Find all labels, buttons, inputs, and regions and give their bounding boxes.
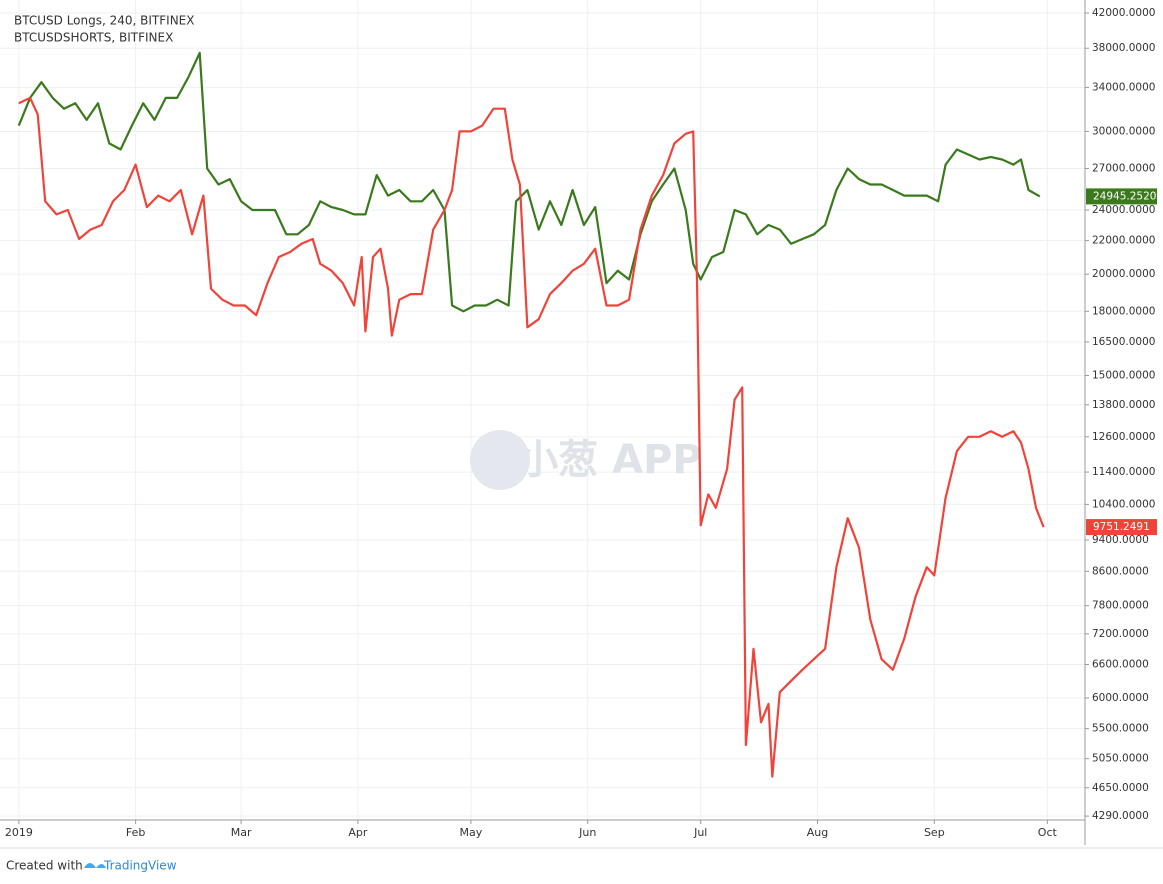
y-tick-label: 38000.0000 xyxy=(1092,42,1155,54)
y-tick-label: 9400.0000 xyxy=(1092,534,1149,546)
x-tick-label: May xyxy=(460,826,483,839)
y-tick-label: 4290.0000 xyxy=(1092,810,1149,822)
y-tick-label: 10400.0000 xyxy=(1092,498,1155,510)
x-tick-label: Jul xyxy=(693,826,707,839)
y-tick-label: 16500.0000 xyxy=(1092,336,1155,348)
series-line xyxy=(18,96,1045,778)
y-tick-label: 4650.0000 xyxy=(1092,782,1149,794)
y-tick-label: 27000.0000 xyxy=(1092,163,1155,175)
x-tick-label: Sep xyxy=(924,826,945,839)
x-tick-label: Oct xyxy=(1038,826,1058,839)
y-tick-label: 24000.0000 xyxy=(1092,204,1155,216)
y-tick-label: 6600.0000 xyxy=(1092,658,1149,670)
y-tick-label: 5050.0000 xyxy=(1092,753,1149,765)
y-tick-label: 42000.0000 xyxy=(1092,7,1155,19)
watermark-logo xyxy=(470,430,530,490)
y-tick-label: 5500.0000 xyxy=(1092,723,1149,735)
last-value-label: 9751.2491 xyxy=(1093,521,1150,533)
footer-brand[interactable]: TradingView xyxy=(103,859,177,873)
y-tick-label: 30000.0000 xyxy=(1092,125,1155,137)
last-value-label: 24945.2520 xyxy=(1093,190,1156,202)
y-tick-label: 18000.0000 xyxy=(1092,305,1155,317)
x-tick-label: Apr xyxy=(348,826,368,839)
y-tick-label: 7800.0000 xyxy=(1092,600,1149,612)
y-tick-label: 15000.0000 xyxy=(1092,369,1155,381)
series-line xyxy=(17,51,1041,313)
y-tick-label: 12600.0000 xyxy=(1092,431,1155,443)
last-value-tag xyxy=(1086,519,1157,536)
x-tick-label: Feb xyxy=(126,826,145,839)
legend-entry: BTCUSD Longs, 240, BITFINEX xyxy=(14,14,194,28)
y-tick-label: 8600.0000 xyxy=(1092,565,1149,577)
y-tick-label: 7200.0000 xyxy=(1092,628,1149,640)
x-tick-label: Jun xyxy=(578,826,596,839)
y-tick-label: 13800.0000 xyxy=(1092,399,1155,411)
watermark: 小葱 APP xyxy=(518,437,702,483)
y-tick-label: 6000.0000 xyxy=(1092,692,1149,704)
y-tick-label: 22000.0000 xyxy=(1092,235,1155,247)
y-tick-label: 11400.0000 xyxy=(1092,466,1155,478)
legend-entry: BTCUSDSHORTS, BITFINEX xyxy=(14,31,173,45)
last-value-tag xyxy=(1086,188,1157,205)
y-tick-label: 20000.0000 xyxy=(1092,268,1155,280)
y-tick-label: 34000.0000 xyxy=(1092,81,1155,93)
x-tick-label: Mar xyxy=(231,826,252,839)
footer-logo xyxy=(84,863,106,868)
footer-text: Created with xyxy=(6,859,83,873)
x-tick-label: Aug xyxy=(807,826,828,839)
x-tick-label: 2019 xyxy=(5,826,33,839)
